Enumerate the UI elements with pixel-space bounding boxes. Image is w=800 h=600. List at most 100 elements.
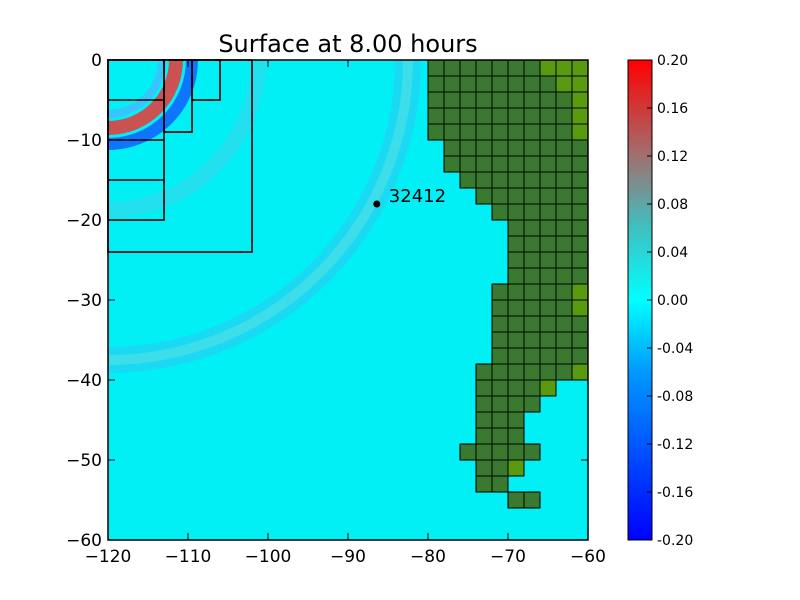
land-grid	[427, 59, 589, 509]
land-cell	[491, 475, 509, 493]
land-cell	[491, 187, 509, 205]
land-cell	[571, 315, 589, 333]
land-cell	[555, 267, 573, 285]
land-cell	[491, 363, 509, 381]
land-cell	[571, 187, 589, 205]
colorbar-tick-label: 0.12	[657, 149, 688, 165]
land-cell	[491, 299, 509, 317]
land-cell	[523, 123, 541, 141]
land-cell	[507, 171, 525, 189]
land-cell	[571, 59, 589, 77]
colorbar: 0.20 0.16 0.12 0.08 0.04 0.00 -0.04 -0.08 -0.12 -…	[627, 53, 693, 549]
x-tick-label: −110	[165, 547, 212, 567]
land-cell	[427, 59, 445, 77]
land-cell	[555, 107, 573, 125]
plot-area: 32412	[107, 59, 589, 541]
land-cell	[507, 299, 525, 317]
x-axis: −120 −110 −100 −90 −80 −70 −60	[85, 60, 606, 567]
land-cell	[475, 363, 493, 381]
land-cell	[571, 251, 589, 269]
land-cell	[491, 75, 509, 93]
y-tick-label: −20	[66, 211, 102, 231]
land-cell	[571, 363, 589, 381]
land-cell	[443, 139, 461, 157]
land-cell	[523, 331, 541, 349]
land-cell	[507, 283, 525, 301]
land-cell	[539, 219, 557, 237]
land-cell	[507, 251, 525, 269]
land-cell	[555, 251, 573, 269]
land-cell	[491, 315, 509, 333]
gauge-marker: 32412	[373, 186, 446, 208]
land-cell	[475, 459, 493, 477]
land-cell	[507, 187, 525, 205]
land-cell	[507, 331, 525, 349]
y-tick-label: 0	[91, 51, 102, 71]
land-cell	[539, 91, 557, 109]
land-cell	[539, 75, 557, 93]
land-cell	[507, 75, 525, 93]
land-cell	[555, 59, 573, 77]
land-cell	[571, 331, 589, 349]
land-cell	[459, 171, 477, 189]
colorbar-tick-label: -0.16	[657, 485, 693, 501]
land-cell	[443, 123, 461, 141]
colorbar-tick-label: -0.12	[657, 437, 693, 453]
land-cell	[539, 59, 557, 77]
land-cell	[571, 299, 589, 317]
land-cell	[555, 219, 573, 237]
land-cell	[539, 235, 557, 253]
land-cell	[539, 267, 557, 285]
land-cell	[523, 363, 541, 381]
land-cell	[555, 75, 573, 93]
land-cell	[459, 59, 477, 77]
land-cell	[491, 59, 509, 77]
land-cell	[539, 107, 557, 125]
colorbar-tick-label: 0.20	[657, 53, 688, 69]
land-cell	[507, 427, 525, 445]
land-cell	[459, 91, 477, 109]
land-cell	[523, 299, 541, 317]
land-cell	[523, 187, 541, 205]
land-cell	[459, 123, 477, 141]
land-cell	[491, 427, 509, 445]
land-cell	[571, 107, 589, 125]
land-cell	[555, 187, 573, 205]
land-cell	[523, 283, 541, 301]
land-cell	[539, 315, 557, 333]
land-cell	[507, 411, 525, 429]
land-cell	[459, 107, 477, 125]
x-tick-label: −100	[245, 547, 292, 567]
y-axis: 0 −10 −20 −30 −40 −50 −60	[66, 51, 588, 551]
land-cell	[491, 123, 509, 141]
land-cell	[491, 379, 509, 397]
land-cell	[475, 59, 493, 77]
land-cell	[523, 75, 541, 93]
land-cell	[491, 443, 509, 461]
land-cell	[523, 491, 541, 509]
land-cell	[571, 235, 589, 253]
land-cell	[507, 491, 525, 509]
land-cell	[539, 123, 557, 141]
land-cell	[475, 171, 493, 189]
land-cell	[475, 75, 493, 93]
land-cell	[555, 123, 573, 141]
land-cell	[571, 347, 589, 365]
land-cell	[491, 91, 509, 109]
chart-title: Surface at 8.00 hours	[218, 30, 477, 58]
land-cell	[523, 443, 541, 461]
land-cell	[491, 203, 509, 221]
land-cell	[507, 443, 525, 461]
land-cell	[475, 187, 493, 205]
land-cell	[459, 443, 477, 461]
colorbar-tick-label: 0.00	[657, 293, 688, 309]
land-cell	[539, 347, 557, 365]
land-cell	[523, 203, 541, 221]
land-cell	[443, 107, 461, 125]
land-cell	[523, 379, 541, 397]
land-cell	[523, 155, 541, 173]
land-cell	[523, 315, 541, 333]
x-tick-label: −120	[85, 547, 132, 567]
land-cell	[507, 139, 525, 157]
land-cell	[507, 155, 525, 173]
